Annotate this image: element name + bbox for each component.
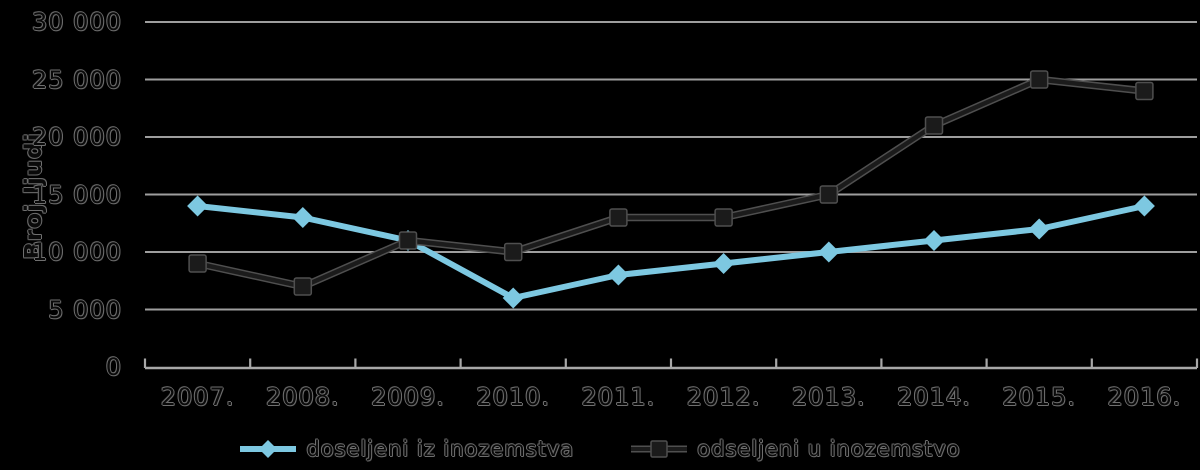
data-point-square <box>714 208 733 227</box>
y-tick-label: 25 000 <box>32 65 122 94</box>
x-tick-label: 2007. <box>160 383 235 411</box>
x-tick-label: 2008. <box>265 383 340 411</box>
legend-item-doseljeni: doseljeni iz inozemstva <box>239 437 574 461</box>
x-tick-label: 2012. <box>686 383 761 411</box>
y-tick-label: 15 000 <box>32 180 122 209</box>
legend-marker-diamond-icon <box>240 440 297 458</box>
x-tick-label: 2011. <box>581 383 656 411</box>
data-point-square <box>398 231 418 250</box>
x-tick-label: 2014. <box>897 383 971 411</box>
data-point-square <box>293 277 313 296</box>
legend-item-odseljeni: odseljeni u inozemstvo <box>630 437 960 461</box>
data-point-diamond <box>607 264 629 286</box>
series-line <box>197 203 1146 301</box>
data-point-square <box>609 208 628 227</box>
data-point-diamond <box>923 230 945 251</box>
data-point-diamond <box>818 241 840 263</box>
legend-label-odseljeni: odseljeni u inozemstvo <box>697 437 961 461</box>
series-line-halo <box>196 75 1145 291</box>
data-point-diamond <box>1133 195 1155 217</box>
data-point-square <box>188 254 207 273</box>
data-point-diamond <box>1028 218 1050 240</box>
data-point-square <box>503 242 523 262</box>
data-point-square <box>819 185 839 204</box>
x-tick-label: 2015. <box>1002 383 1077 411</box>
y-tick-label: 10 000 <box>32 238 122 266</box>
data-point-diamond <box>187 195 209 217</box>
legend-marker-square-icon <box>631 440 688 458</box>
y-tick-label: 20 000 <box>32 123 122 151</box>
legend: doseljeni iz inozemstva odseljeni u inoz… <box>0 437 1200 461</box>
x-tick-label: 2009. <box>371 383 445 411</box>
data-point-square <box>1135 81 1154 101</box>
data-point-square <box>1029 70 1049 89</box>
y-tick-label: 0 <box>105 353 122 381</box>
series-line <box>197 77 1145 289</box>
x-tick-label: 2013. <box>791 383 866 411</box>
data-point-diamond <box>292 207 314 228</box>
y-tick-label: 30 000 <box>32 8 122 36</box>
x-tick-label: 2010. <box>476 383 551 411</box>
y-tick-label: 5 000 <box>48 295 122 324</box>
data-point-diamond <box>502 287 524 309</box>
data-point-diamond <box>713 253 735 274</box>
x-tick-label: 2016. <box>1107 383 1182 411</box>
legend-label-doseljeni: doseljeni iz inozemstva <box>306 437 575 461</box>
data-point-square <box>924 116 944 135</box>
